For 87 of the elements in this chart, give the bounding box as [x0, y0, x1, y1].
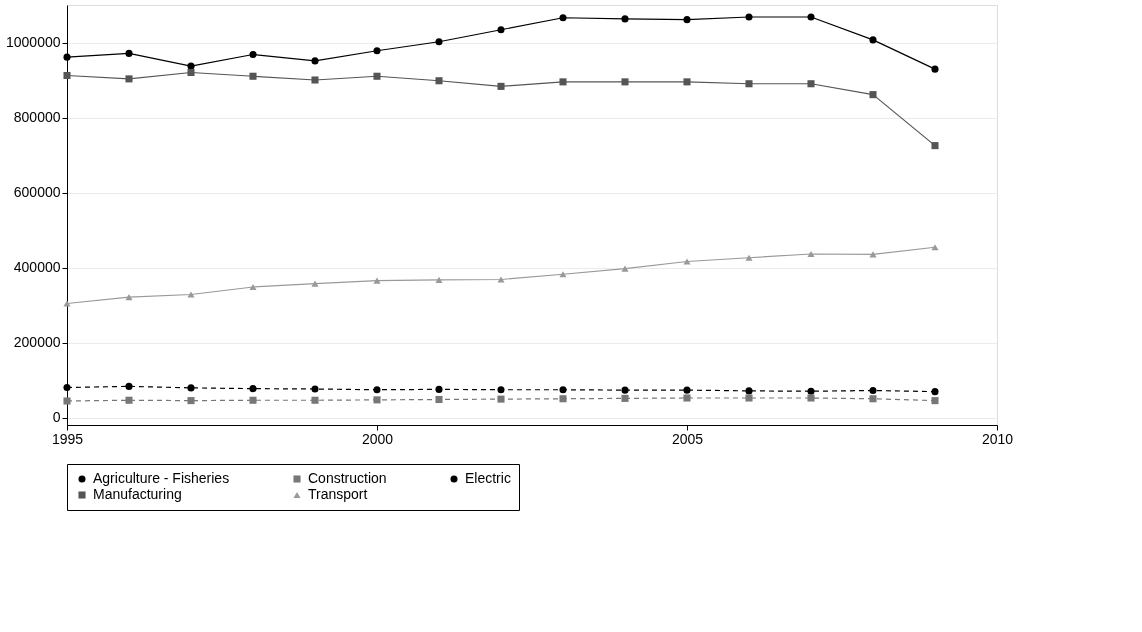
- point: [125, 396, 133, 404]
- point: [311, 57, 319, 65]
- y-tick-label: 400000: [13, 259, 61, 275]
- y-tick-label: 200000: [13, 334, 61, 350]
- y-tick-label: 0: [52, 409, 61, 425]
- point: [125, 382, 133, 390]
- legend-label: Manufacturing: [93, 486, 182, 502]
- point: [187, 397, 195, 405]
- point: [249, 50, 257, 59]
- point: [125, 75, 133, 83]
- point: [187, 384, 195, 392]
- x-tick-label: 1995: [51, 430, 84, 447]
- point: [497, 276, 505, 283]
- point: [931, 397, 939, 405]
- point: [435, 395, 443, 404]
- point: [559, 395, 567, 403]
- point: [869, 386, 877, 395]
- point: [745, 80, 753, 88]
- point: [559, 78, 567, 86]
- point: [683, 258, 691, 265]
- x-tick-label: 2010: [981, 430, 1014, 447]
- point: [931, 65, 939, 73]
- legend-label: Electric: [465, 470, 511, 486]
- point: [187, 68, 195, 77]
- x-tick-label: 2000: [361, 430, 394, 447]
- legend-label: Transport: [308, 486, 368, 502]
- point: [807, 13, 815, 21]
- point: [745, 387, 753, 395]
- point: [683, 394, 691, 402]
- point: [807, 80, 815, 88]
- y-tick-label: 800000: [13, 109, 61, 125]
- point: [683, 16, 691, 24]
- point: [683, 78, 691, 86]
- point: [621, 15, 629, 23]
- point: [497, 26, 505, 34]
- point: [435, 276, 443, 283]
- point: [745, 13, 753, 21]
- point: [63, 397, 71, 405]
- point: [931, 142, 939, 150]
- point: [249, 385, 257, 393]
- legend-label: Construction: [308, 470, 387, 486]
- point: [621, 386, 629, 394]
- point: [497, 82, 505, 90]
- point: [373, 72, 381, 80]
- point: [311, 396, 319, 404]
- x-tick-label: 2005: [671, 430, 704, 447]
- point: [745, 394, 753, 402]
- point: [621, 265, 629, 272]
- point: [63, 53, 71, 61]
- y-tick-label: 600000: [13, 184, 61, 200]
- point: [621, 78, 629, 86]
- point: [125, 49, 133, 57]
- point: [373, 47, 381, 55]
- point: [435, 77, 443, 85]
- point: [621, 394, 629, 402]
- point: [435, 385, 443, 393]
- point: [807, 250, 815, 258]
- point: [249, 72, 257, 80]
- point: [559, 14, 567, 22]
- point: [869, 91, 877, 99]
- point: [311, 76, 319, 84]
- point: [187, 291, 195, 298]
- point: [559, 386, 567, 394]
- point: [373, 386, 381, 394]
- point: [63, 383, 71, 392]
- point: [63, 71, 71, 80]
- point: [63, 300, 71, 307]
- point: [869, 36, 877, 44]
- point: [807, 387, 815, 395]
- point: [869, 395, 877, 403]
- point: [497, 395, 505, 403]
- point: [311, 385, 319, 393]
- point: [125, 294, 133, 301]
- point: [311, 280, 319, 287]
- point: [931, 388, 939, 396]
- point: [683, 386, 691, 394]
- point: [249, 396, 257, 404]
- point: [373, 277, 381, 284]
- point: [373, 396, 381, 404]
- point: [249, 283, 257, 291]
- y-tick-label: 1000000: [5, 34, 61, 50]
- point: [497, 386, 505, 394]
- point: [745, 254, 753, 261]
- point: [187, 62, 195, 70]
- point: [435, 38, 443, 46]
- legend-label: Agriculture - Fisheries: [93, 470, 230, 486]
- point: [807, 394, 815, 402]
